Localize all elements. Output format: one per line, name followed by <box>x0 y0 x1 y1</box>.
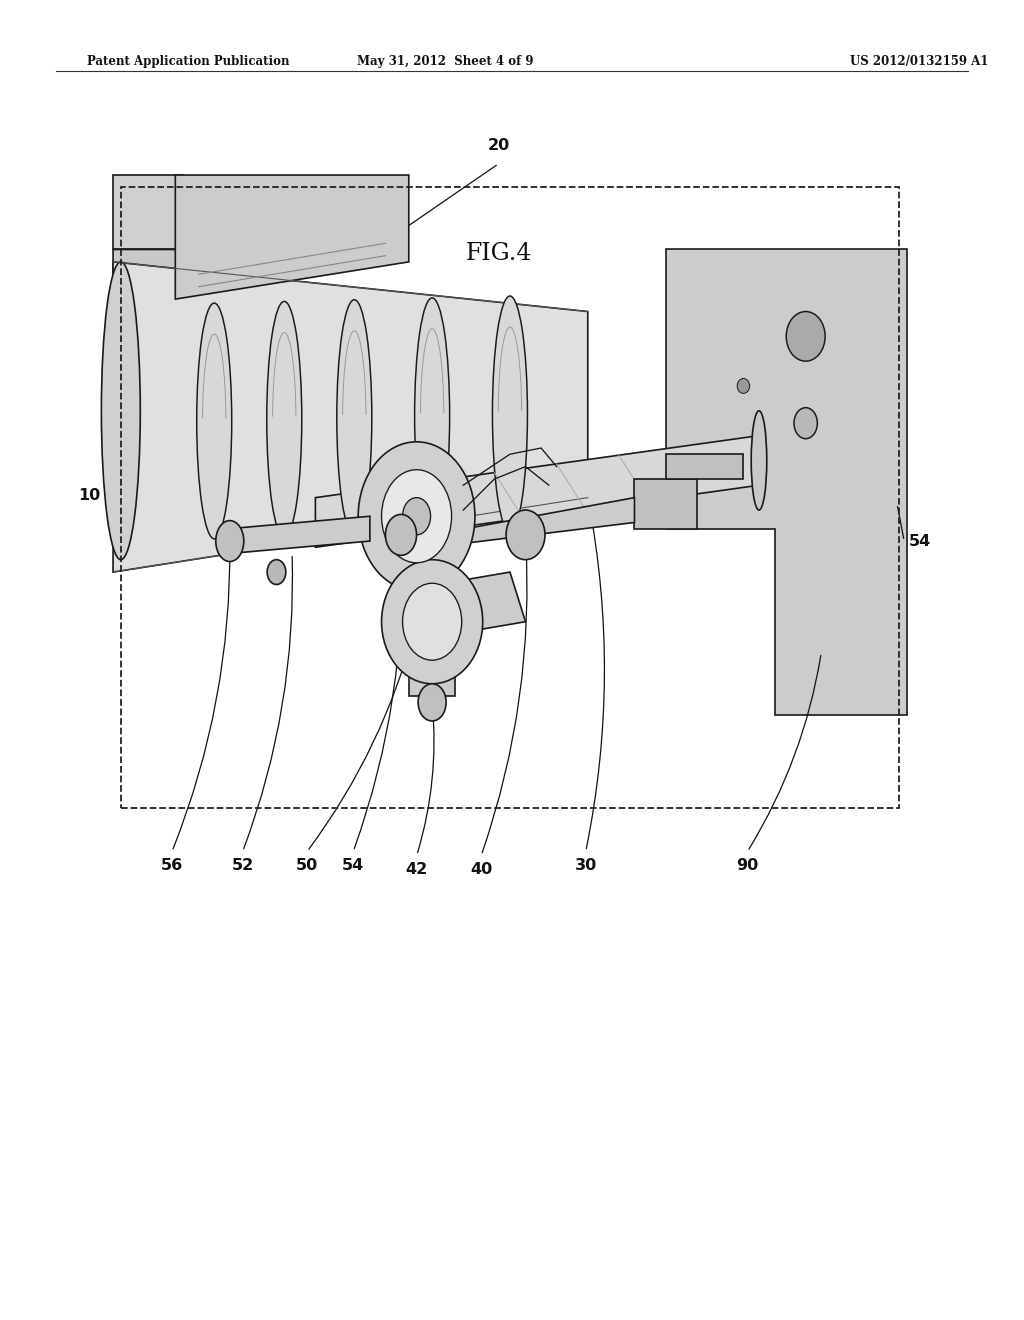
Text: Patent Application Publication: Patent Application Publication <box>87 55 290 67</box>
Ellipse shape <box>752 411 767 510</box>
Ellipse shape <box>506 510 545 560</box>
Ellipse shape <box>382 560 482 684</box>
Polygon shape <box>401 572 525 640</box>
Ellipse shape <box>382 470 452 562</box>
Polygon shape <box>315 436 759 548</box>
Polygon shape <box>113 261 588 572</box>
Text: 20: 20 <box>487 139 510 153</box>
Ellipse shape <box>418 684 446 721</box>
Text: 54: 54 <box>342 858 365 873</box>
Ellipse shape <box>358 442 475 590</box>
Text: 52: 52 <box>231 858 254 873</box>
Ellipse shape <box>101 261 140 560</box>
Text: May 31, 2012  Sheet 4 of 9: May 31, 2012 Sheet 4 of 9 <box>357 55 534 67</box>
Text: 40: 40 <box>470 862 493 876</box>
Ellipse shape <box>197 304 231 539</box>
Text: US 2012/0132159 A1: US 2012/0132159 A1 <box>850 55 988 67</box>
Polygon shape <box>113 249 183 436</box>
Bar <box>121 187 899 808</box>
Ellipse shape <box>385 515 417 556</box>
Text: 10: 10 <box>78 487 100 503</box>
Text: 56: 56 <box>161 858 183 873</box>
Ellipse shape <box>337 300 372 536</box>
Polygon shape <box>666 454 743 479</box>
Polygon shape <box>113 176 183 249</box>
Polygon shape <box>432 498 635 548</box>
Text: 54: 54 <box>909 533 932 549</box>
Polygon shape <box>229 516 370 553</box>
Polygon shape <box>635 479 696 528</box>
Polygon shape <box>666 249 907 715</box>
Text: 90: 90 <box>736 858 759 873</box>
Ellipse shape <box>267 560 286 585</box>
Polygon shape <box>175 176 409 300</box>
Ellipse shape <box>402 583 462 660</box>
Polygon shape <box>409 634 456 696</box>
Text: FIG.4: FIG.4 <box>466 242 531 265</box>
Ellipse shape <box>794 408 817 438</box>
Ellipse shape <box>493 296 527 532</box>
Ellipse shape <box>786 312 825 362</box>
Text: 30: 30 <box>574 858 597 873</box>
Text: 50: 50 <box>296 858 318 873</box>
Text: 42: 42 <box>406 862 428 876</box>
Ellipse shape <box>415 298 450 533</box>
Ellipse shape <box>216 520 244 561</box>
Ellipse shape <box>402 498 430 535</box>
Ellipse shape <box>737 379 750 393</box>
Ellipse shape <box>266 301 302 537</box>
